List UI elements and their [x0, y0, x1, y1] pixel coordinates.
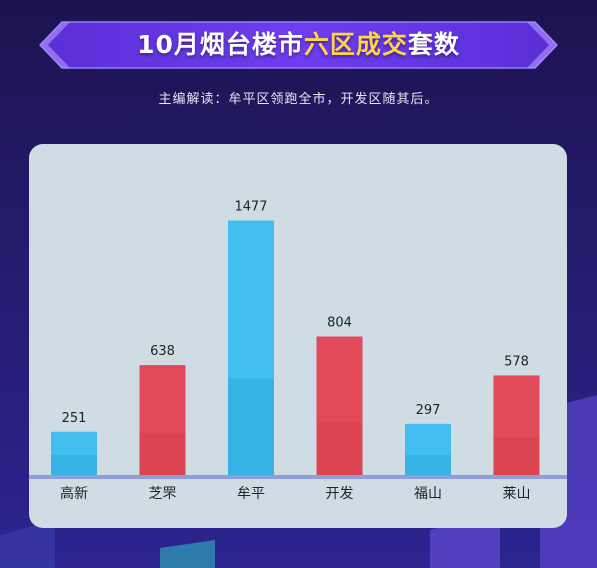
- category-label-4: 福山: [414, 486, 442, 502]
- category-label-3: 开发: [326, 486, 354, 502]
- category-label-5: 莱山: [503, 486, 531, 502]
- value-label-4: 297: [416, 403, 441, 418]
- title-highlight: 六区成交: [303, 30, 408, 59]
- bar-shade-4: [405, 455, 451, 475]
- bar-shade-0: [51, 455, 97, 475]
- bar-shade-5: [493, 437, 540, 475]
- category-label-2: 牟平: [237, 486, 265, 502]
- editor-comment: 主编解读：牟平区领跑全市，开发区随其后。: [158, 92, 439, 107]
- title-part1: 10月烟台楼市: [137, 30, 304, 59]
- city-block-left-2: [160, 540, 215, 568]
- bar-shade-3: [316, 422, 363, 475]
- value-label-3: 804: [327, 316, 352, 331]
- banner-left-tip: [40, 22, 70, 68]
- title-part2: 套数: [407, 30, 460, 59]
- bar-shade-2: [228, 378, 274, 475]
- value-label-0: 251: [62, 411, 87, 426]
- x-axis-baseline: [29, 475, 567, 479]
- value-label-5: 578: [504, 354, 529, 369]
- city-block-left: [0, 520, 55, 568]
- bar-shade-1: [139, 433, 186, 475]
- page-title: 10月烟台楼市六区成交套数: [0, 18, 597, 72]
- category-label-1: 芝罘: [149, 486, 177, 502]
- banner-right-tip: [527, 22, 557, 68]
- value-label-1: 638: [150, 344, 175, 359]
- category-label-0: 高新: [60, 485, 88, 502]
- chart-panel: 251 高新 638 芝罘 1477 牟平 804 开发 297 福山 578 莱山: [29, 144, 567, 528]
- bar-chart: 251 高新 638 芝罘 1477 牟平 804 开发 297 福山 578 莱山: [29, 200, 567, 502]
- value-label-2: 1477: [234, 200, 267, 215]
